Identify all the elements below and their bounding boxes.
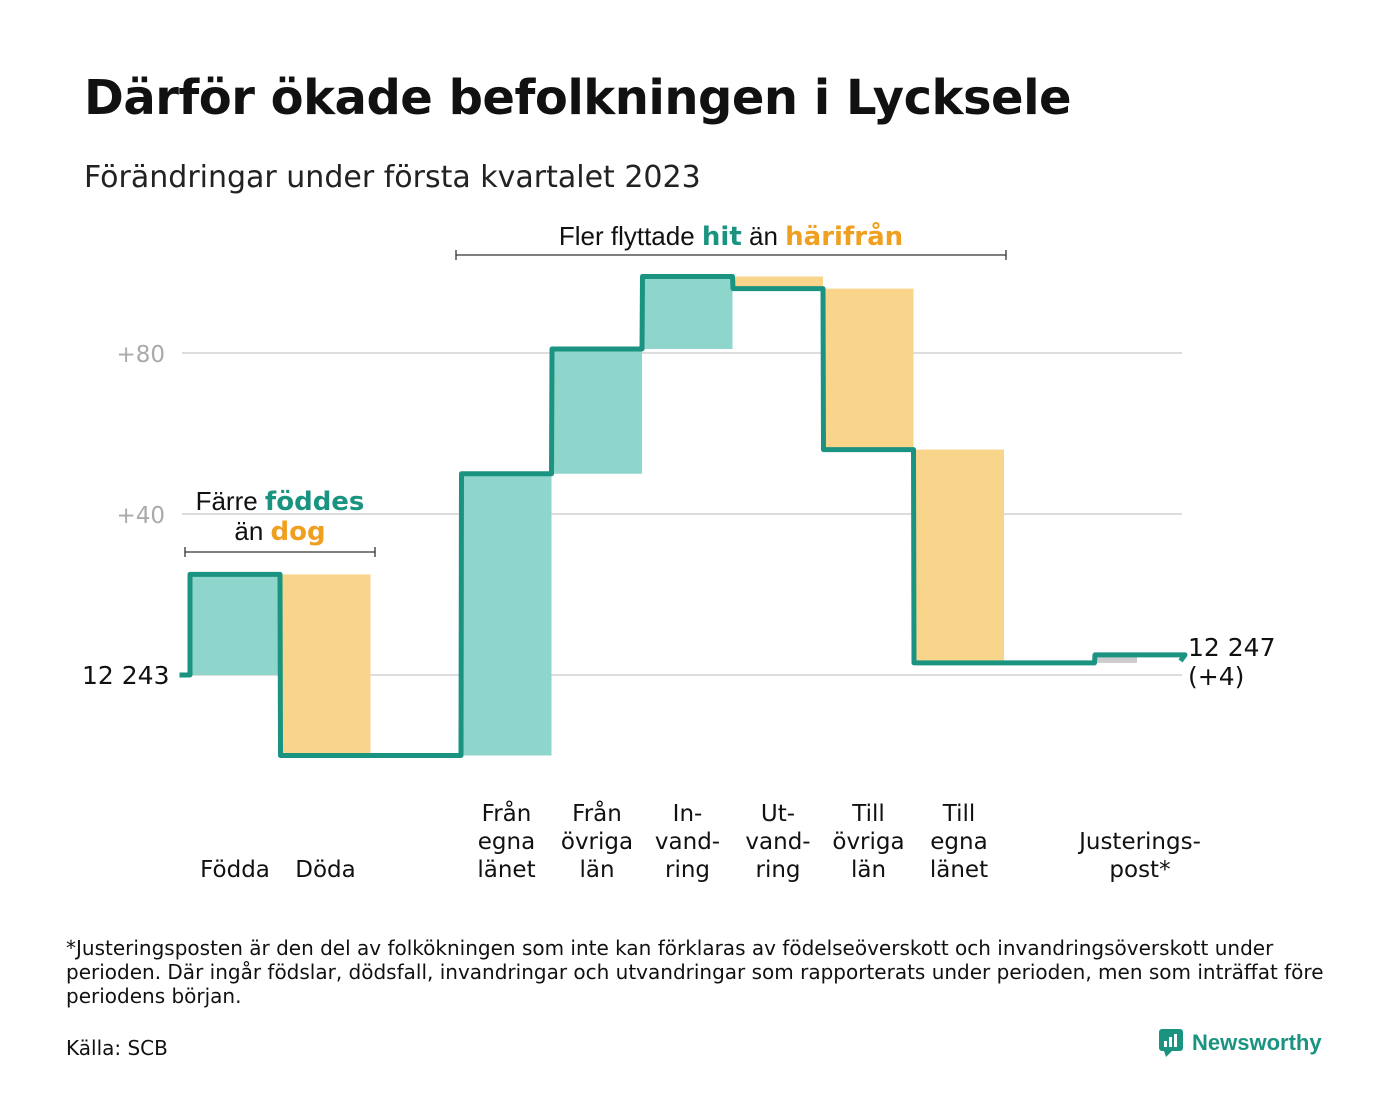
newsworthy-logo-icon xyxy=(1159,1029,1183,1057)
x-tick-label: övriga xyxy=(832,829,904,855)
waterfall-bar xyxy=(733,276,823,289)
x-tick-label: Från xyxy=(572,799,622,827)
waterfall-bar xyxy=(823,288,914,450)
x-tick-label: vand- xyxy=(745,829,810,855)
x-tick-label: Till xyxy=(851,801,885,827)
x-tick-label: län xyxy=(851,857,886,883)
x-tick-label: post* xyxy=(1109,857,1170,883)
annotation-highlight-orange: härifrån xyxy=(785,220,903,252)
waterfall-bar xyxy=(190,574,280,675)
source-label: Källa: SCB xyxy=(66,1036,168,1060)
waterfall-bar xyxy=(461,473,552,756)
annotation-births-deaths: Färre föddes än dog xyxy=(184,486,376,557)
start-value-label: 12 243 xyxy=(82,661,169,690)
x-tick-label: Till xyxy=(942,801,976,827)
annotation-highlight-teal: föddes xyxy=(265,487,365,517)
cumulative-step-line xyxy=(179,274,1188,758)
chart-subtitle: Förändringar under första kvartalet 2023 xyxy=(84,160,701,195)
x-tick-label: egna xyxy=(930,829,987,855)
svg-text:Fler flyttade hit än härifrån: Fler flyttade hit än härifrån xyxy=(559,220,903,252)
y-tick-label: +40 xyxy=(116,503,165,529)
annotation-bracket xyxy=(184,547,376,557)
x-tick-labels: Födda DödaFrånegnalänetFrånövrigalänIn-va… xyxy=(200,799,1201,883)
step-line xyxy=(179,274,1188,758)
bars xyxy=(190,276,1137,756)
x-tick-label: Justerings- xyxy=(1077,829,1201,855)
waterfall-bar xyxy=(914,449,1004,663)
waterfall-chart: +40+80 Födda DödaFrånegnalänetFrånövrigal… xyxy=(82,220,1275,883)
annotation-highlight-teal: hit xyxy=(702,222,742,252)
end-value-label: 12 247 xyxy=(1188,633,1275,662)
end-change-label: (+4) xyxy=(1188,662,1244,691)
chart-title: Därför ökade befolkningen i Lycksele xyxy=(84,70,1072,126)
y-tick-labels: +40 +80 xyxy=(116,342,165,529)
x-tick-label: övriga xyxy=(561,829,633,855)
brand-logo: Newsworthy xyxy=(1158,1028,1322,1058)
x-tick-label: länet xyxy=(930,857,988,883)
footnote: *Justeringsposten är den del av folkökni… xyxy=(66,936,1324,1008)
annotation-migration: Fler flyttade hit än härifrån xyxy=(455,220,1007,260)
x-tick-label: Från xyxy=(482,799,532,827)
x-tick-label: län xyxy=(579,857,614,883)
annotation-text: än xyxy=(742,221,785,251)
y-tick-label: +80 xyxy=(116,342,165,368)
annotation-bracket xyxy=(455,250,1007,260)
annotation-text: Fler flyttade xyxy=(559,221,702,251)
annotation-highlight-orange: dog xyxy=(271,517,326,547)
waterfall-bar xyxy=(642,276,733,349)
x-tick-label: Ut- xyxy=(761,801,795,827)
waterfall-bar xyxy=(552,348,642,474)
x-tick-label: ring xyxy=(755,857,800,883)
annotation-text: Färre xyxy=(196,486,265,516)
waterfall-bar xyxy=(1097,654,1137,663)
x-tick-label: Födda xyxy=(200,857,270,883)
waterfall-bar xyxy=(280,574,371,756)
svg-text:än dog: än dog xyxy=(234,516,325,547)
x-tick-label: Döda xyxy=(295,857,355,883)
x-tick-label: egna xyxy=(478,829,535,855)
svg-text:Färre föddes: Färre föddes xyxy=(196,486,365,517)
brand-name: Newsworthy xyxy=(1192,1030,1322,1055)
x-tick-label: In- xyxy=(673,801,703,827)
x-tick-label: vand- xyxy=(655,829,720,855)
x-tick-label: ring xyxy=(665,857,710,883)
annotation-text: än xyxy=(234,516,270,546)
x-tick-label: länet xyxy=(477,857,535,883)
